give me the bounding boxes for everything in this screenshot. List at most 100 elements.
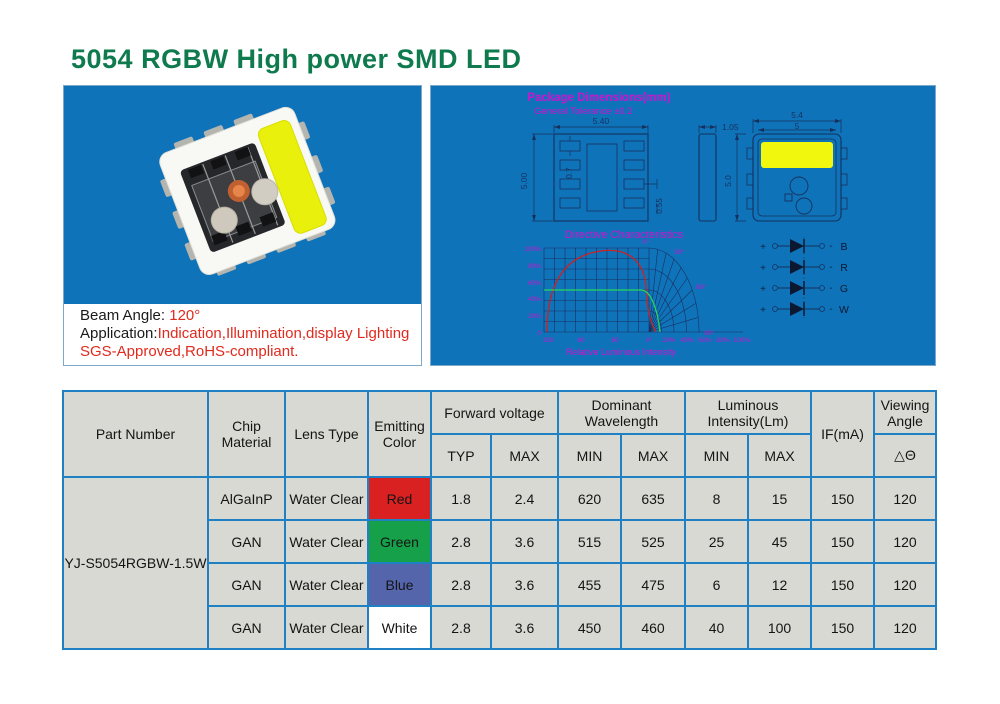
dimensions-panel: Package Dimensions(mm) General Tolerance… bbox=[430, 85, 936, 366]
angle-cell: 120 bbox=[873, 519, 937, 564]
lens-type-cell: Water Clear bbox=[284, 605, 369, 650]
beam-angle-line: Beam Angle: 120° bbox=[80, 307, 421, 325]
wl-max-cell: 525 bbox=[620, 519, 686, 564]
diode-icon bbox=[790, 302, 804, 316]
header-forward-voltage: Forward voltage bbox=[430, 390, 559, 435]
chip-material-cell: GAN bbox=[207, 605, 286, 650]
channel-label: W bbox=[839, 304, 849, 316]
vf-typ-cell: 2.8 bbox=[430, 562, 492, 607]
lens-type-cell: Water Clear bbox=[284, 476, 369, 521]
emitting-color-cell: Green bbox=[367, 519, 432, 564]
dim-bottom-height: 5.00 bbox=[519, 172, 529, 189]
beam-angle-value: 120° bbox=[169, 307, 201, 324]
header-lm-max: MAX bbox=[747, 433, 812, 478]
lm-min-cell: 25 bbox=[684, 519, 749, 564]
top-view-arrows bbox=[735, 119, 841, 221]
chip-material-cell: AlGaInP bbox=[207, 476, 286, 521]
channel-label: R bbox=[840, 262, 848, 274]
dim-pad-width: 0.55 bbox=[655, 198, 664, 214]
chip-material-cell: GAN bbox=[207, 519, 286, 564]
table-row-red: YJ-S5054RGBW-1.5W AlGaInP Water Clear Re… bbox=[62, 476, 937, 650]
svg-text:100%: 100% bbox=[734, 337, 751, 344]
lm-max-cell: 100 bbox=[747, 605, 812, 650]
led-chip-white bbox=[210, 206, 238, 234]
header-if-ma: IF(mA) bbox=[810, 390, 875, 478]
beam-angle-label: Beam Angle: bbox=[80, 307, 170, 324]
svg-text:60°: 60° bbox=[696, 283, 706, 291]
vf-max-cell: 3.6 bbox=[490, 519, 559, 564]
vf-max-cell: 2.4 bbox=[490, 476, 559, 521]
header-luminous-intensity: Luminous Intensity(Lm) bbox=[684, 390, 812, 435]
svg-text:0°: 0° bbox=[646, 336, 653, 344]
terminal-dot bbox=[772, 264, 778, 270]
compliance-line: SGS-Approved,RoHS-compliant. bbox=[80, 343, 299, 360]
header-vf-max: MAX bbox=[490, 433, 559, 478]
dim-pad-gap: 0.7 bbox=[565, 167, 574, 179]
plus-sign: + bbox=[760, 263, 766, 274]
dim-top-height: 5.0 bbox=[723, 175, 733, 187]
vf-typ-cell: 2.8 bbox=[430, 519, 492, 564]
terminal-dot bbox=[819, 306, 825, 312]
header-part-number: Part Number bbox=[62, 390, 209, 478]
application-label: Application: bbox=[80, 325, 158, 342]
lm-min-cell: 40 bbox=[684, 605, 749, 650]
terminal-dot bbox=[819, 285, 825, 291]
header-lens-type: Lens Type bbox=[284, 390, 369, 478]
smd-led-package bbox=[159, 106, 336, 276]
svg-text:60%: 60% bbox=[698, 337, 711, 344]
svg-text:60: 60 bbox=[611, 337, 619, 344]
top-view-drawing bbox=[735, 119, 848, 222]
wl-min-cell: 455 bbox=[557, 562, 622, 607]
dim-top-inner-width: 5 bbox=[795, 122, 800, 131]
lm-min-cell: 6 bbox=[684, 562, 749, 607]
application-caption: Beam Angle: 120° Application:Indication,… bbox=[64, 304, 421, 365]
table-row-blue: GAN Water Clear Blue 2.8 3.6 455 475 6 1… bbox=[63, 562, 937, 607]
svg-text:80%: 80% bbox=[528, 263, 541, 270]
led-chip-red-center bbox=[232, 184, 245, 197]
if-cell: 150 bbox=[810, 476, 875, 521]
emitting-color-cell: Red bbox=[367, 476, 432, 521]
spec-table: Part Number Chip Material Lens Type Emit… bbox=[62, 390, 937, 650]
dimensions-subtitle: General Tolerance ±0.2 bbox=[534, 106, 633, 117]
radiation-curve bbox=[546, 249, 657, 333]
dimensions-drawing: Package Dimensions(mm) General Tolerance… bbox=[519, 92, 849, 357]
phosphor-strip bbox=[257, 120, 327, 234]
lens-type-cell: Water Clear bbox=[284, 562, 369, 607]
side-view-drawing bbox=[698, 125, 717, 222]
terminal-dot bbox=[772, 306, 778, 312]
wl-min-cell: 450 bbox=[557, 605, 622, 650]
lm-max-cell: 45 bbox=[747, 519, 812, 564]
diode-row-g: + - G bbox=[760, 281, 848, 295]
vf-max-cell: 3.6 bbox=[490, 562, 559, 607]
channel-label: B bbox=[840, 241, 847, 253]
svg-text:100: 100 bbox=[543, 337, 554, 344]
svg-text:0: 0 bbox=[537, 330, 541, 337]
svg-text:20%: 20% bbox=[528, 313, 541, 320]
if-cell: 150 bbox=[810, 562, 875, 607]
emitting-color-cell: White bbox=[367, 605, 432, 650]
top-view-phosphor bbox=[761, 142, 833, 168]
chip-material-cell: GAN bbox=[207, 562, 286, 607]
svg-text:40%: 40% bbox=[528, 296, 541, 303]
svg-text:80%: 80% bbox=[716, 337, 729, 344]
circuit-diagram: + - B + - R + bbox=[760, 237, 849, 318]
svg-text:90°: 90° bbox=[704, 329, 714, 337]
plus-sign: + bbox=[760, 242, 766, 253]
diode-row-w: + - W bbox=[760, 302, 849, 316]
terminal-dot bbox=[819, 243, 825, 249]
table-row-green: GAN Water Clear Green 2.8 3.6 515 525 25… bbox=[63, 519, 937, 564]
dimensions-title: Package Dimensions(mm) bbox=[527, 92, 670, 104]
lm-max-cell: 12 bbox=[747, 562, 812, 607]
vf-max-cell: 3.6 bbox=[490, 605, 559, 650]
header-vf-typ: TYP bbox=[430, 433, 492, 478]
plus-sign: + bbox=[760, 284, 766, 295]
led-chip-clear bbox=[251, 178, 279, 206]
svg-text:60%: 60% bbox=[528, 280, 541, 287]
emitting-color-cell: Blue bbox=[367, 562, 432, 607]
lm-max-cell: 15 bbox=[747, 476, 812, 521]
lm-min-cell: 8 bbox=[684, 476, 749, 521]
wl-max-cell: 460 bbox=[620, 605, 686, 650]
minus-sign: - bbox=[829, 304, 832, 315]
table-row-white: GAN Water Clear White 2.8 3.6 450 460 40… bbox=[63, 605, 937, 650]
part-number-cell: YJ-S5054RGBW-1.5W bbox=[62, 476, 209, 650]
